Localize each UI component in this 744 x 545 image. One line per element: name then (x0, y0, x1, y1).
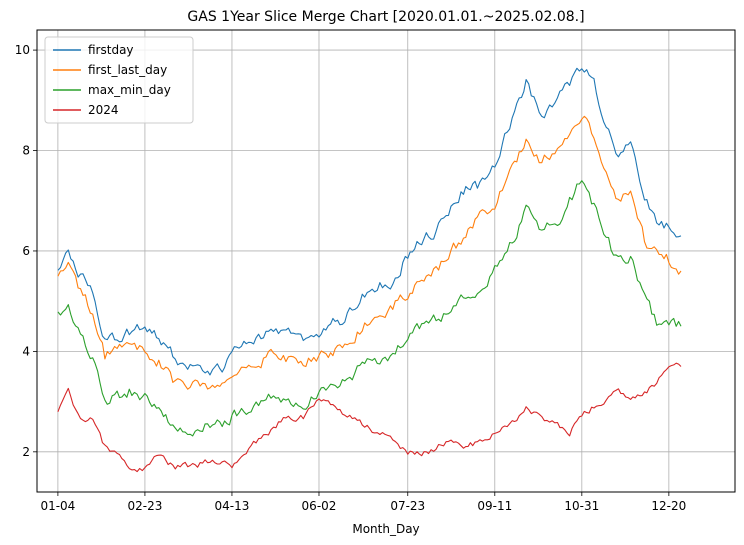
series-line-max-min-day (57, 180, 682, 437)
y-tick-label: 2 (22, 445, 30, 459)
x-tick-label: 10-31 (564, 499, 599, 513)
plot-frame (36, 29, 736, 493)
x-tick-label: 07-23 (390, 499, 425, 513)
series-line-2024 (57, 362, 682, 473)
legend-label: first_last_day (88, 63, 167, 77)
grid (37, 30, 735, 492)
series-line-firstday (57, 67, 682, 376)
x-tick-label: 01-04 (40, 499, 75, 513)
y-tick-label: 10 (15, 43, 30, 57)
x-tick-label: 12-20 (651, 499, 686, 513)
x-axis-title: Month_Day (352, 522, 419, 536)
legend-label: 2024 (88, 103, 119, 117)
legend: firstday first_last_day max_min_day 2024 (44, 36, 194, 124)
legend-label: max_min_day (88, 83, 171, 97)
y-axis: 2 4 6 8 10 (15, 43, 37, 459)
x-tick-label: 06-02 (302, 499, 337, 513)
series-line-first-last-day (57, 115, 682, 390)
x-tick-label: 04-13 (215, 499, 250, 513)
y-tick-label: 4 (22, 344, 30, 358)
x-axis: 01-04 02-23 04-13 06-02 07-23 09-11 10-31 12-20 (40, 492, 686, 513)
chart-title: GAS 1Year Slice Merge Chart [2020.01.01.… (187, 9, 584, 25)
y-tick-label: 8 (22, 144, 30, 158)
y-tick-label: 6 (22, 244, 30, 258)
legend-label: firstday (88, 43, 134, 57)
legend-box (44, 36, 194, 124)
series-layer (57, 67, 682, 473)
x-tick-label: 02-23 (127, 499, 162, 513)
x-tick-label: 09-11 (477, 499, 512, 513)
